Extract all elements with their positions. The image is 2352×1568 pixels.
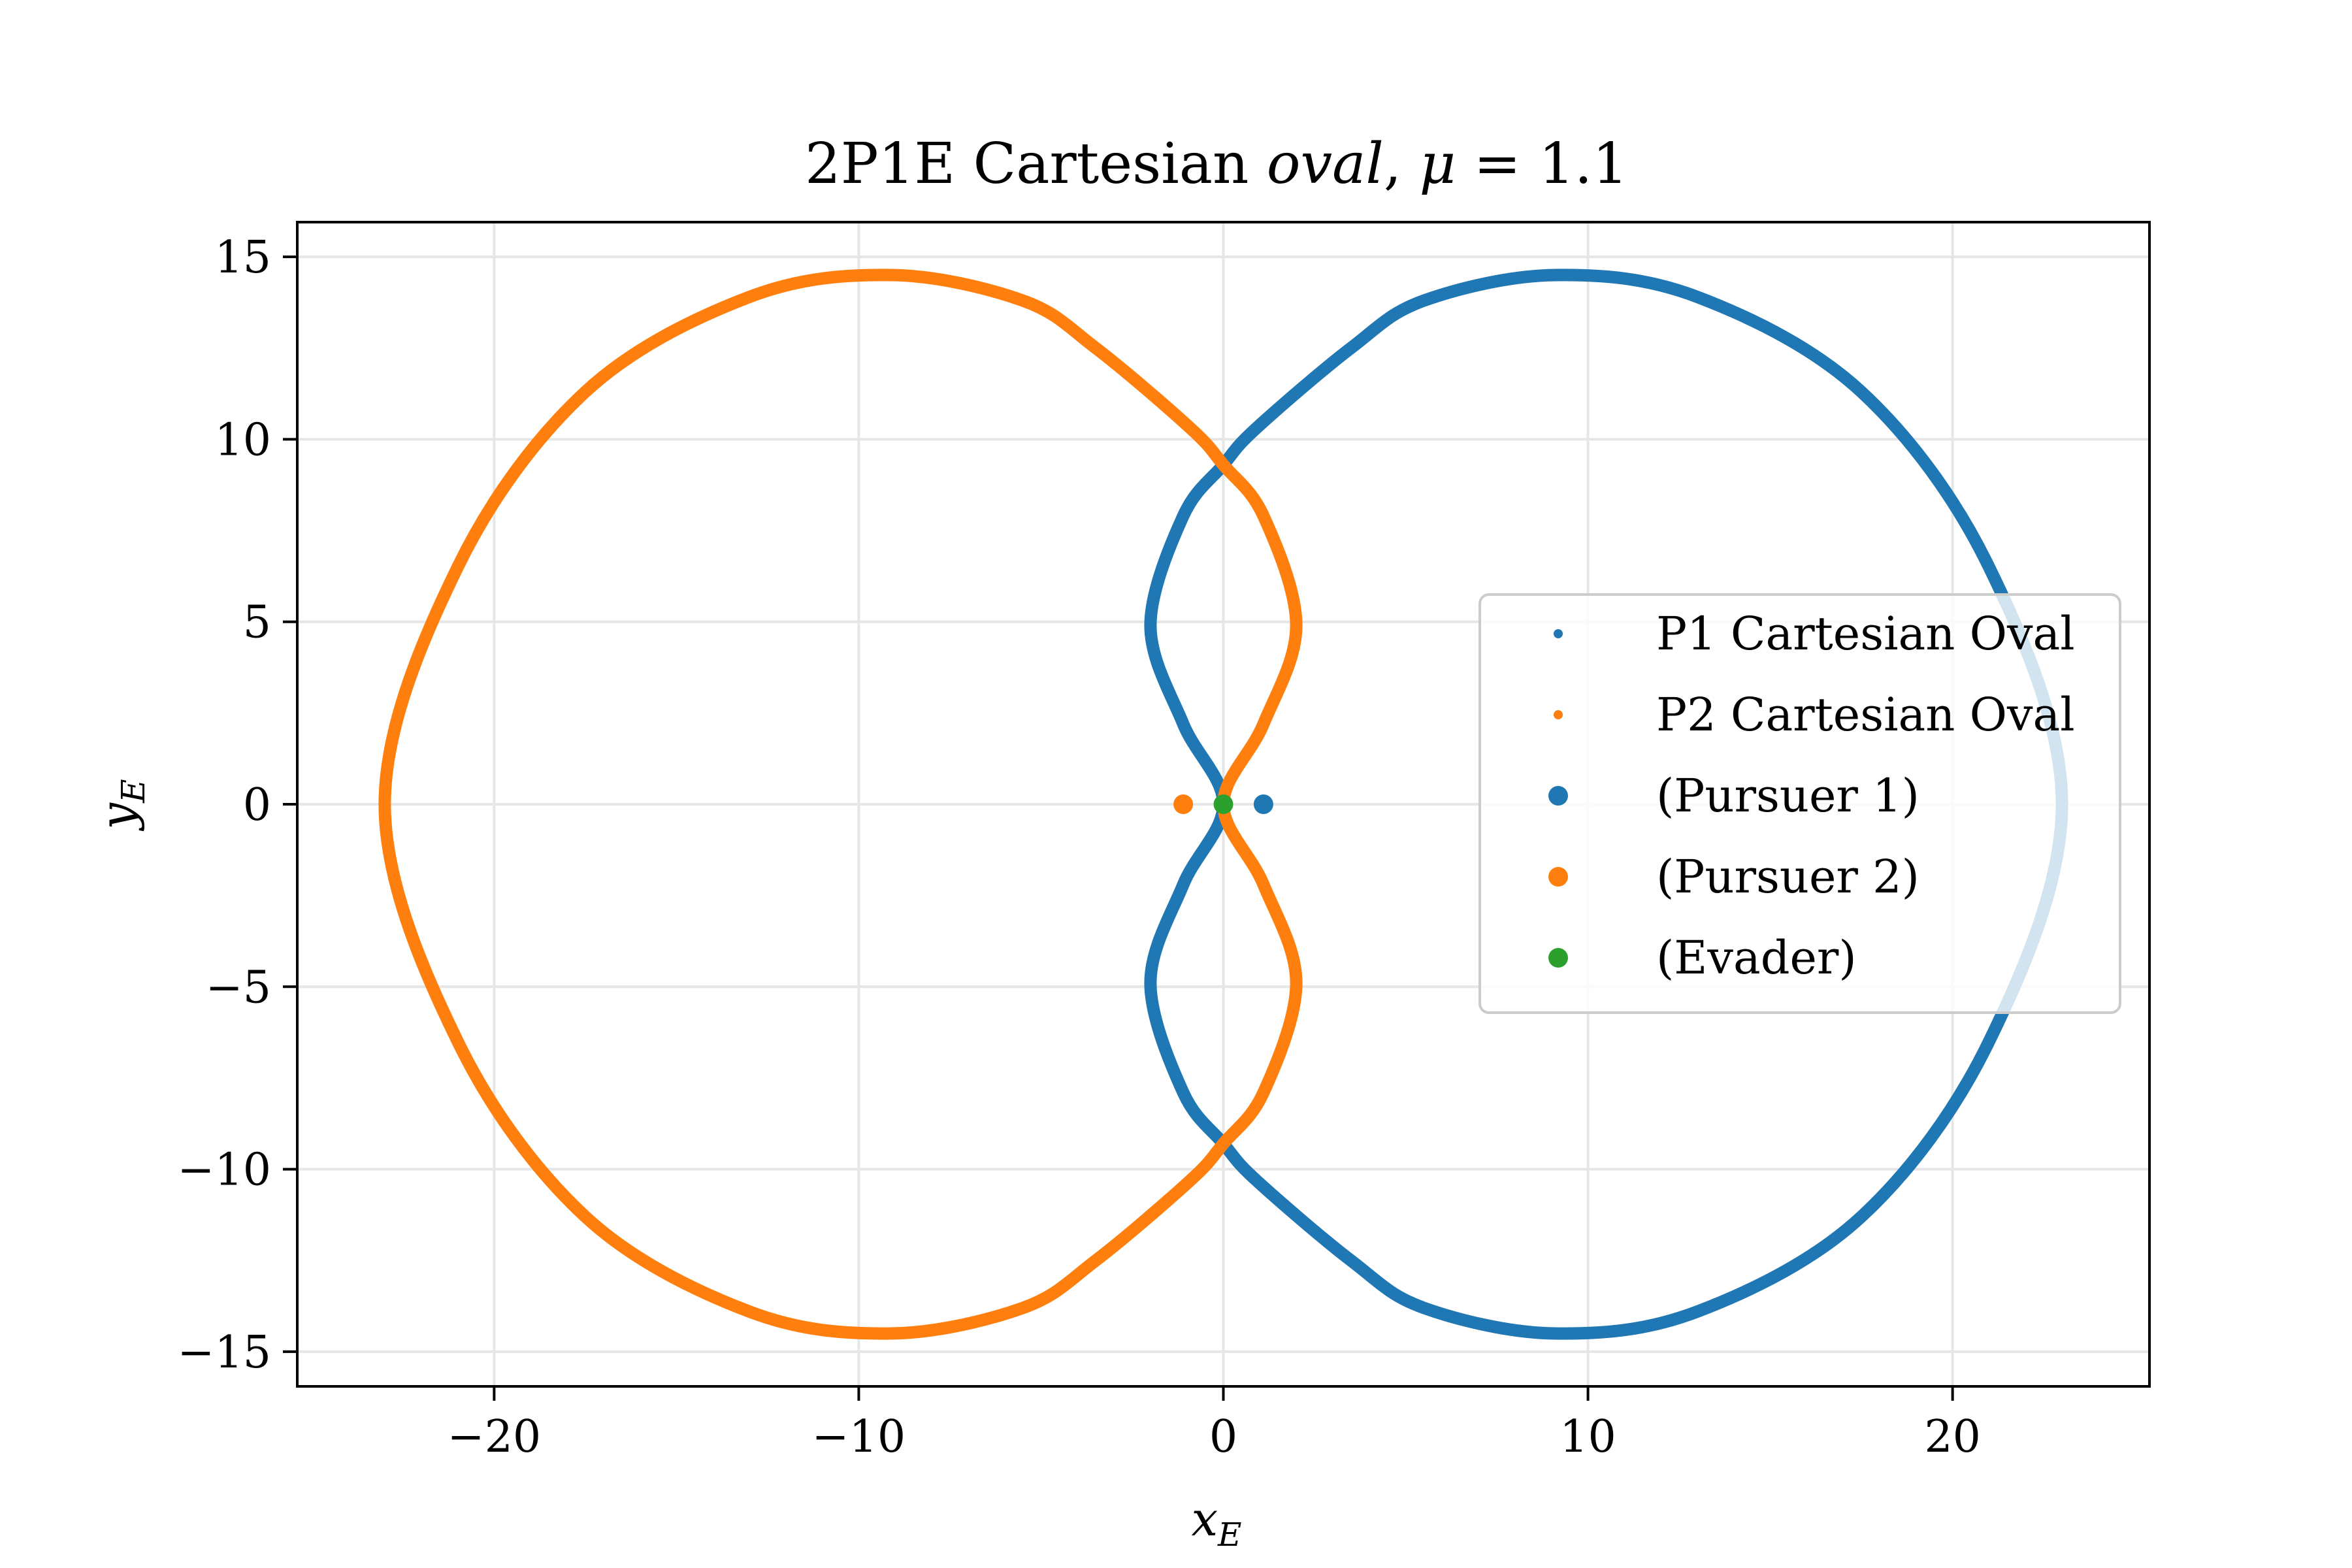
oval-series-2: [378, 269, 1303, 1340]
y-tick-label: −10: [177, 1145, 271, 1196]
legend-marker: [1548, 948, 1568, 968]
x-tick-label: −20: [448, 1411, 542, 1463]
title-italic-word: oval: [1267, 131, 1384, 197]
legend-marker: [1554, 629, 1563, 638]
x-tick-label: 10: [1560, 1411, 1616, 1463]
tick-layer: −20 −10 0 10 20 −15 −10 −5 0 5 10 15: [177, 232, 1980, 1463]
legend-label: (Evader): [1656, 931, 1857, 985]
x-tick-label: 0: [1209, 1411, 1237, 1463]
y-axis-label-main: y: [90, 802, 145, 832]
title-separator: ,: [1384, 131, 1420, 197]
legend-marker: [1548, 786, 1568, 806]
legend-marker: [1548, 867, 1568, 887]
title-mu-symbol: μ: [1420, 131, 1456, 197]
title-mu-value: = 1.1: [1456, 131, 1628, 197]
legend-label: P2 Cartesian Oval: [1656, 688, 2075, 742]
x-tick-label: −10: [812, 1411, 906, 1463]
marker-pursuer-2: [1173, 794, 1194, 814]
y-tick-label: −15: [177, 1327, 271, 1379]
y-tick-label: 10: [214, 414, 271, 466]
legend: P1 Cartesian Oval P2 Cartesian Oval (Pursu…: [1478, 593, 2121, 1014]
legend-label: (Pursuer 2): [1656, 850, 1919, 904]
legend-label: (Pursuer 1): [1656, 769, 1919, 823]
y-tick-label: 15: [214, 232, 271, 284]
y-axis-label: yE: [90, 779, 152, 831]
legend-marker: [1554, 710, 1563, 719]
title-prefix: 2P1E Cartesian: [805, 131, 1267, 197]
y-tick-label: −5: [206, 962, 271, 1013]
chart-title: 2P1E Cartesian oval, μ = 1.1: [805, 131, 1628, 197]
y-tick-label: 0: [243, 779, 271, 831]
x-axis-label-main: x: [1191, 1492, 1218, 1546]
legend-items: P1 Cartesian Oval P2 Cartesian Oval (Pursu…: [1548, 607, 2075, 985]
legend-box: [1478, 593, 2121, 1014]
y-tick-label: 5: [243, 597, 271, 649]
legend-label: P1 Cartesian Oval: [1656, 607, 2075, 661]
marker-evader: [1213, 794, 1233, 814]
x-axis-label-subscript: E: [1217, 1516, 1242, 1554]
marker-pursuer-1: [1253, 794, 1273, 814]
x-tick-label: 20: [1924, 1411, 1981, 1463]
x-axis-label: xE: [1191, 1492, 1241, 1554]
points-layer: [1173, 794, 1273, 814]
y-axis-label-subscript: E: [114, 779, 152, 804]
